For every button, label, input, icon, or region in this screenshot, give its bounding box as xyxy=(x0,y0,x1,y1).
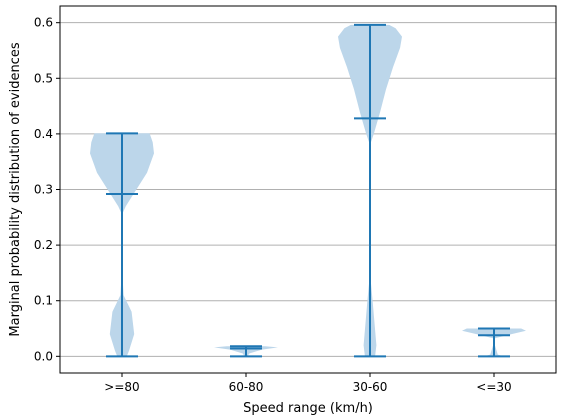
violin-3 xyxy=(338,23,402,358)
violins xyxy=(90,23,526,358)
violin-2 xyxy=(214,345,278,358)
x-tick-label: 30-60 xyxy=(353,380,388,394)
violin-4 xyxy=(462,327,526,358)
axis-ticks: 0.0 0.1 0.2 0.3 0.4 0.5 0.6 >=80 60-80 30-60 <=30 xyxy=(34,16,512,394)
x-tick-label: >=80 xyxy=(104,380,139,394)
y-tick-label: 0.2 xyxy=(34,238,53,252)
y-tick-label: 0.5 xyxy=(34,71,53,85)
x-axis-label: Speed range (km/h) xyxy=(243,401,373,416)
y-tick-label: 0.6 xyxy=(34,16,53,30)
x-tick-label: 60-80 xyxy=(229,380,264,394)
y-tick-label: 0.0 xyxy=(34,349,53,363)
y-axis-label: Marginal probability distribution of evi… xyxy=(8,42,23,336)
x-tick-label: <=30 xyxy=(476,380,511,394)
y-tick-label: 0.4 xyxy=(34,127,53,141)
y-tick-label: 0.1 xyxy=(34,294,53,308)
y-tick-label: 0.3 xyxy=(34,183,53,197)
violin-1 xyxy=(90,132,154,358)
